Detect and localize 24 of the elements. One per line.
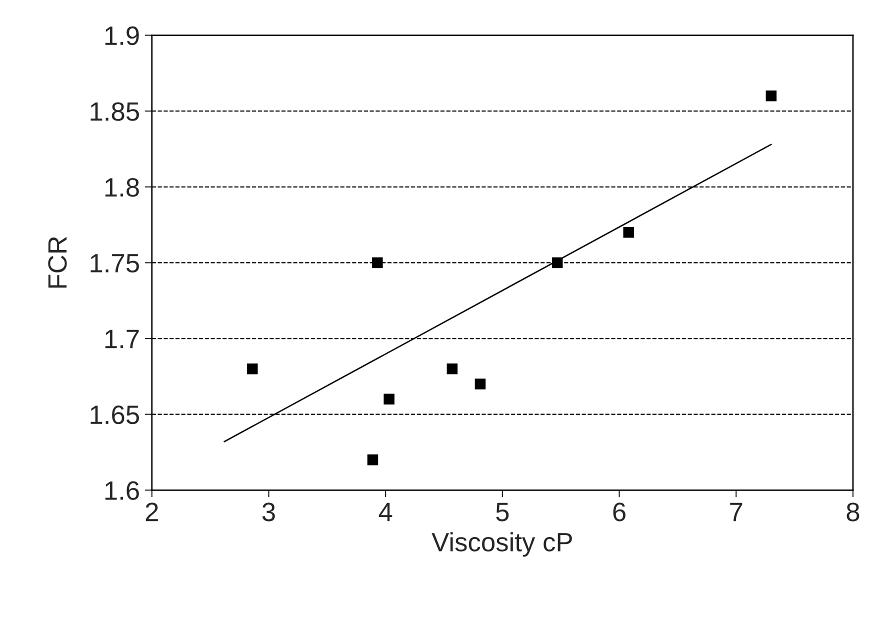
point: [474, 378, 486, 390]
x-tick-label: 3: [262, 502, 275, 522]
x-tick-label: 5: [496, 502, 509, 522]
y-tick-label: 1.6: [105, 481, 139, 500]
x-tick-label: 2: [146, 502, 158, 522]
x-tick-label: 4: [378, 502, 392, 522]
x-axis-title: Viscosity cP: [432, 532, 572, 557]
point: [446, 363, 458, 374]
x-tick-label: 8: [846, 502, 860, 522]
point: [766, 90, 777, 102]
point: [372, 257, 383, 268]
point: [246, 363, 258, 374]
y-tick-label: 1.9: [105, 26, 139, 46]
point: [367, 454, 378, 466]
y-tick-label: 1.65: [90, 405, 139, 424]
point: [384, 394, 394, 405]
y-tick-label: 1.7: [105, 330, 139, 348]
y-axis-title: FCR: [48, 236, 67, 288]
y-tick-label: 1.85: [90, 102, 139, 121]
point: [623, 227, 634, 238]
y-tick-label: 1.8: [105, 178, 139, 197]
x-tick-label: 6: [613, 502, 626, 522]
x-tick-label: 7: [730, 502, 742, 522]
y-tick-label: 1.75: [90, 254, 139, 273]
